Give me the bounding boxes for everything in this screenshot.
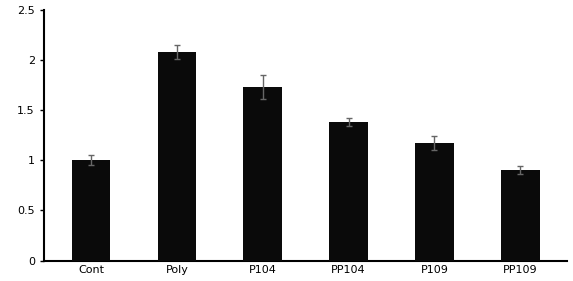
Bar [158,52,196,260]
Bar [501,170,540,260]
Bar [329,122,368,260]
Bar [72,160,111,260]
Bar [415,143,454,260]
Bar [244,87,282,260]
